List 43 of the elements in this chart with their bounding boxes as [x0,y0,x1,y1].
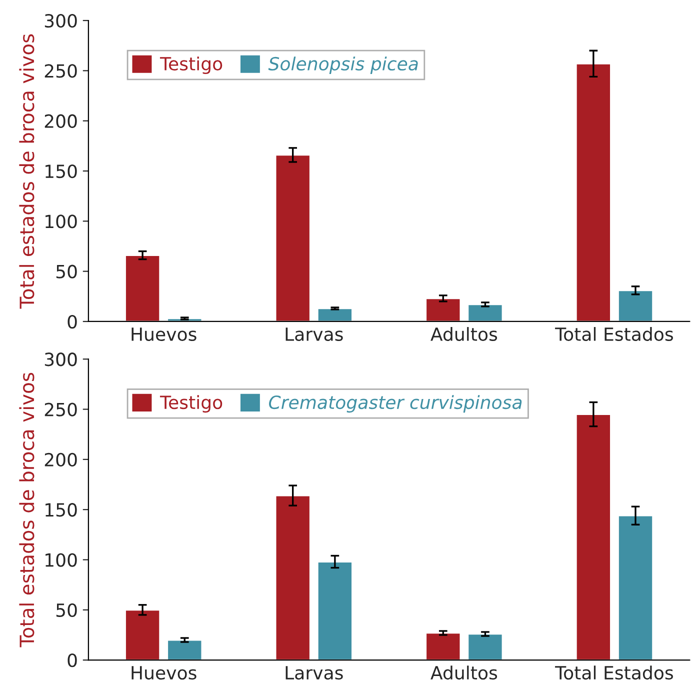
legend-label: Testigo [160,56,222,74]
y-tick-label: 250 [44,402,77,416]
bar [618,290,654,322]
bar [575,414,612,660]
legend-label: Testigo [160,395,222,413]
bar [316,308,353,322]
legend-label: Solenopsis picea [268,56,418,74]
y-tick-label: 300 [44,14,77,28]
bar [316,561,353,660]
y-tick-label: 200 [44,452,77,467]
x-tick-label: Total Estados [555,327,673,342]
y-tick-label: 50 [56,603,77,618]
y-tick-label: 100 [46,553,77,567]
x-tick-label: Adultos [430,327,498,342]
bar [575,62,612,322]
y-tick-label: 0 [68,314,77,329]
bar [166,639,203,660]
bar [425,632,462,660]
bar [467,633,504,660]
y-tick-label: 150 [46,164,77,178]
bar [274,154,311,322]
legend-label: Crematogaster curvispinosa [269,395,522,413]
bar [124,254,161,322]
y-axis-title: Total estados de broca vivos [19,372,34,648]
bar [425,298,462,322]
y-tick-label: 300 [44,352,77,366]
x-tick-label: Huevos [132,666,196,680]
bar [467,304,504,322]
y-tick-label: 150 [46,503,77,517]
y-tick-label: 0 [68,654,77,668]
x-tick-label: Total Estados [555,666,673,680]
x-tick-label: Larvas [286,666,343,680]
bar [124,609,161,660]
y-axis-title: Total estados de broca vivos [19,34,34,309]
x-tick-label: Adultos [430,666,498,680]
bar [274,494,311,660]
y-tick-label: 50 [56,264,77,278]
x-tick-label: Huevos [132,328,196,342]
y-tick-label: 250 [44,64,77,78]
y-tick-label: 200 [44,114,77,128]
y-tick-label: 100 [46,214,77,228]
x-tick-label: Larvas [286,328,343,342]
bar [618,514,654,660]
